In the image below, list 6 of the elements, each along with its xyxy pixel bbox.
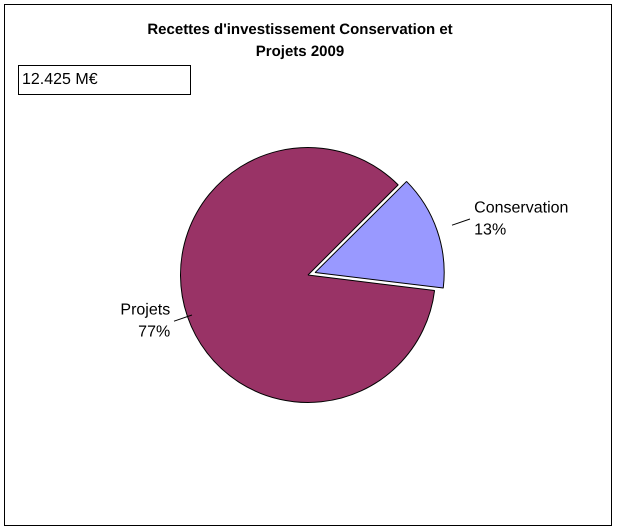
text: 12.425 M€: [18, 65, 191, 95]
data-label: 77%: [138, 323, 170, 340]
slice-label: Conservation: [474, 200, 568, 217]
data-label: 13%: [474, 222, 506, 239]
chart-title: Recettes d'investissement Conservation et Projets 2009: [146, 20, 454, 62]
slice-label: Projets: [120, 301, 170, 318]
